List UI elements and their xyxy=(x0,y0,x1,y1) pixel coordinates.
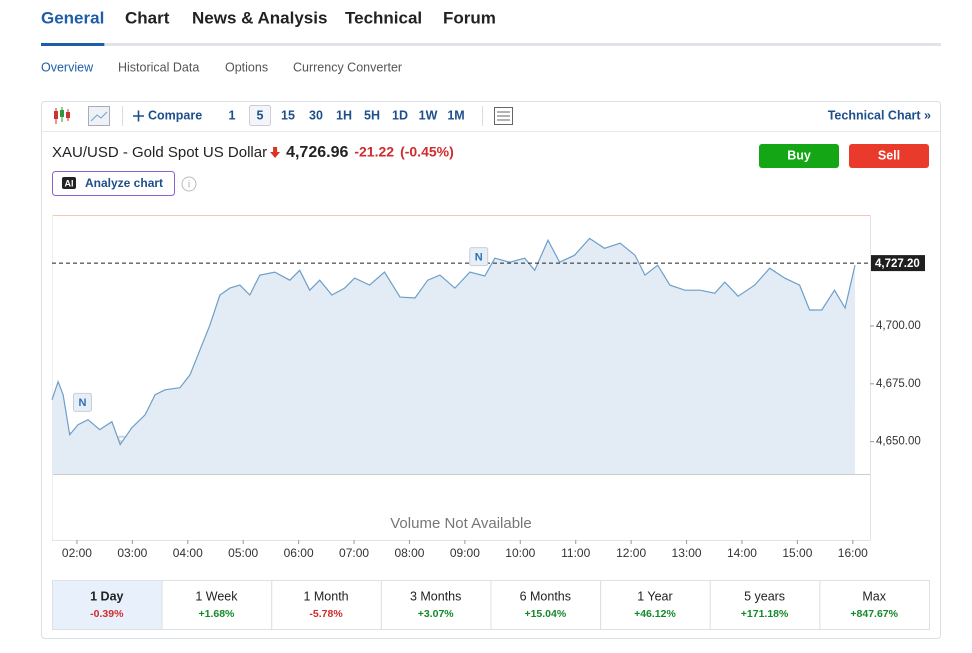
period-cell[interactable] xyxy=(709,580,821,630)
compare-plus[interactable]: Compare xyxy=(148,108,202,122)
subtab[interactable]: Overview xyxy=(41,60,94,74)
price-line xyxy=(51,237,856,446)
x-tick-label: 04:00 xyxy=(173,546,203,560)
tab-underline xyxy=(41,43,105,46)
x-tick-label: 03:00 xyxy=(117,546,147,560)
news-marker-label: N xyxy=(475,252,483,264)
tab[interactable]: News & Analysis xyxy=(192,8,327,27)
period-label: 3 Months xyxy=(410,589,461,603)
interval[interactable]: 5 xyxy=(257,108,264,122)
x-tick-label: 11:00 xyxy=(561,546,590,560)
price: 4,726.96 xyxy=(286,144,348,161)
period-cell[interactable] xyxy=(271,580,382,630)
sell-label[interactable]: Sell xyxy=(878,148,900,162)
x-tick-label: 05:00 xyxy=(228,546,258,560)
plus-icon xyxy=(133,110,144,122)
info-i: i xyxy=(188,180,190,191)
y-tick-label: 4,700.00 xyxy=(876,320,921,332)
period-change: +15.04% xyxy=(524,608,566,620)
period-label: 5 years xyxy=(744,589,785,603)
period-cell[interactable] xyxy=(600,580,711,630)
ai-badge xyxy=(62,177,76,189)
instrument-name: XAU/USD - Gold Spot US Dollar xyxy=(52,144,267,161)
period-cell[interactable] xyxy=(490,580,602,630)
x-tick-label: 12:00 xyxy=(616,546,646,560)
x-tick-label: 02:00 xyxy=(62,546,92,560)
period-cell[interactable] xyxy=(380,580,492,630)
tab[interactable]: Technical xyxy=(345,8,422,27)
period-cell[interactable] xyxy=(161,580,273,630)
buy-button[interactable] xyxy=(759,144,839,168)
layout-icon[interactable] xyxy=(494,107,513,125)
subtab[interactable]: Historical Data xyxy=(118,60,199,74)
period-change: -5.78% xyxy=(309,608,343,620)
info-icon[interactable] xyxy=(181,176,197,192)
period-cell[interactable] xyxy=(819,580,930,630)
subtab[interactable]: Currency Converter xyxy=(293,60,402,74)
ai-label: AI xyxy=(65,178,74,188)
period-label: 1 Month xyxy=(303,589,348,603)
interval[interactable]: 1D xyxy=(392,108,408,122)
change: -21.22 xyxy=(354,144,394,160)
y-tick-label: 4,675.00 xyxy=(876,378,921,390)
y-tick-label: 4,650.00 xyxy=(876,436,921,448)
interval-selected xyxy=(249,105,271,126)
period-change: +1.68% xyxy=(198,608,235,620)
period-change: +3.07% xyxy=(418,608,455,620)
tab[interactable]: Chart xyxy=(125,8,170,27)
x-tick-label: 15:00 xyxy=(782,546,812,560)
interval[interactable]: 1H xyxy=(336,108,352,122)
x-tick-label: 07:00 xyxy=(339,546,369,560)
x-tick-label: 06:00 xyxy=(284,546,314,560)
x-tick-label: 08:00 xyxy=(394,546,424,560)
x-tick-label: 16:00 xyxy=(838,546,868,560)
period-label: 6 Months xyxy=(520,589,571,603)
news-marker[interactable] xyxy=(469,247,489,267)
news-marker[interactable] xyxy=(72,392,92,412)
chart-box xyxy=(41,101,941,639)
period-change: +46.12% xyxy=(634,608,676,620)
interval[interactable]: 1 xyxy=(229,108,236,122)
analyze-button[interactable] xyxy=(52,171,175,196)
interval[interactable]: 1W xyxy=(419,108,438,122)
period-change: -0.39% xyxy=(90,608,124,620)
interval[interactable]: 5H xyxy=(364,108,380,122)
period-cell[interactable] xyxy=(52,580,163,630)
area-icon xyxy=(88,106,110,126)
x-tick-label: 13:00 xyxy=(672,546,702,560)
buy-label[interactable]: Buy xyxy=(787,148,811,162)
tab[interactable]: General xyxy=(41,8,104,27)
period-change: +847.67% xyxy=(850,608,898,620)
tab[interactable]: Forum xyxy=(443,8,496,27)
period-label: Max xyxy=(862,589,886,603)
interval[interactable]: 30 xyxy=(309,108,323,122)
x-tick-label: 14:00 xyxy=(727,546,757,560)
area-fill xyxy=(52,238,856,474)
volume-note: Volume Not Available xyxy=(390,515,531,532)
news-marker-label: N xyxy=(79,397,87,409)
interval[interactable]: 15 xyxy=(281,108,295,122)
period-label: 1 Day xyxy=(90,589,123,603)
change-pct: (-0.45%) xyxy=(400,144,454,160)
x-tick-label: 09:00 xyxy=(450,546,480,560)
last-price-label: 4,727.20 xyxy=(875,258,920,270)
x-tick-label: 10:00 xyxy=(505,546,535,560)
analyze-label[interactable]: Analyze chart xyxy=(85,176,163,190)
candle-icon xyxy=(54,107,70,124)
down-arrow xyxy=(270,147,281,158)
sell-button[interactable] xyxy=(849,144,929,168)
period-label: 1 Year xyxy=(637,589,672,603)
period-label: 1 Week xyxy=(195,589,238,603)
technical-chart-link[interactable]: Technical Chart » xyxy=(828,108,931,122)
subtab[interactable]: Options xyxy=(225,60,268,74)
interval[interactable]: 1M xyxy=(447,108,464,122)
period-change: +171.18% xyxy=(741,608,789,620)
last-price-box xyxy=(871,255,925,272)
